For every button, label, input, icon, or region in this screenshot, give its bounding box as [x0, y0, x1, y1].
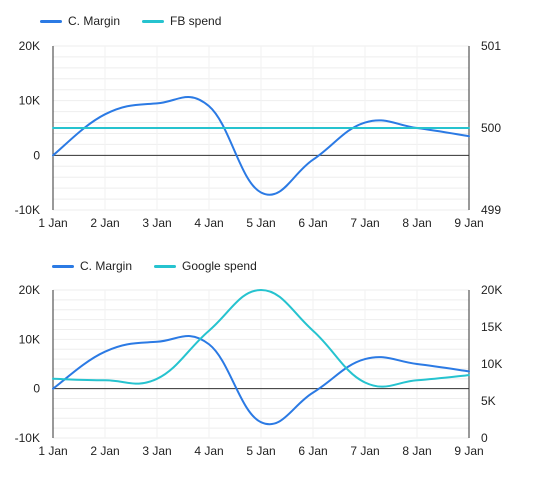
- y-tick-label-left: 20K: [19, 283, 40, 297]
- legend-label-fb-spend: FB spend: [170, 14, 222, 28]
- x-tick-label: 7 Jan: [350, 444, 379, 458]
- x-tick-label: 5 Jan: [246, 216, 275, 230]
- x-tick-label: 2 Jan: [90, 444, 119, 458]
- x-tick-label: 1 Jan: [38, 444, 67, 458]
- legend-swatch-c-margin: [52, 264, 74, 268]
- y-tick-label-left: 0: [33, 382, 40, 396]
- chart-legend: C. Margin Google spend: [52, 259, 279, 273]
- legend-item-fb-spend[interactable]: FB spend: [142, 14, 221, 28]
- legend-label-google-spend: Google spend: [182, 259, 257, 273]
- x-tick-label: 2 Jan: [90, 216, 119, 230]
- y-tick-label-left: 20K: [19, 39, 40, 53]
- y-tick-label-right: 0: [481, 431, 488, 445]
- chart-canvas-fb: 20K 10K 0 -10K 501 500 499 1 Jan 2 Jan 3 Jan 4 Jan…: [15, 39, 502, 230]
- y-tick-label-left: 10K: [19, 332, 40, 346]
- chart-legend: C. Margin FB spend: [40, 14, 243, 28]
- x-tick-label: 9 Jan: [454, 444, 483, 458]
- x-tick-label: 6 Jan: [298, 444, 327, 458]
- y-tick-label-right: 20K: [481, 283, 502, 297]
- y-tick-label-right: 5K: [481, 394, 496, 408]
- chart-panel-fb: C. Margin FB spend 20K 10K 0 -10K 501 500 499 1…: [0, 0, 534, 240]
- legend-item-google-spend[interactable]: Google spend: [154, 259, 257, 273]
- legend-swatch-c-margin: [40, 19, 62, 23]
- y-tick-label-left: 10K: [19, 94, 40, 108]
- x-tick-label: 3 Jan: [142, 444, 171, 458]
- legend-item-c-margin[interactable]: C. Margin: [52, 259, 132, 273]
- y-tick-label-right: 501: [481, 39, 501, 53]
- x-tick-label: 3 Jan: [142, 216, 171, 230]
- x-tick-label: 8 Jan: [402, 444, 431, 458]
- x-tick-label: 6 Jan: [298, 216, 327, 230]
- legend-item-c-margin[interactable]: C. Margin: [40, 14, 120, 28]
- x-tick-label: 7 Jan: [350, 216, 379, 230]
- legend-swatch-google-spend: [154, 264, 177, 268]
- series-line-c-margin[interactable]: [52, 96, 470, 196]
- x-tick-label: 4 Jan: [194, 444, 223, 458]
- x-tick-label: 5 Jan: [246, 444, 275, 458]
- y-tick-label-left: -10K: [15, 431, 40, 445]
- x-tick-label: 9 Jan: [454, 216, 483, 230]
- y-tick-label-right: 499: [481, 203, 501, 217]
- chart-panel-google: C. Margin Google spend 20K 10K 0 -10K 20K 15K…: [0, 245, 534, 485]
- chart-canvas-google: 20K 10K 0 -10K 20K 15K 10K 5K 0 1 Jan 2 Jan 3 Jan 4 …: [15, 283, 503, 458]
- legend-label-c-margin: C. Margin: [68, 14, 121, 28]
- y-tick-label-left: -10K: [15, 203, 40, 217]
- x-tick-label: 8 Jan: [402, 216, 431, 230]
- y-tick-label-left: 0: [33, 148, 40, 162]
- y-tick-label-right: 15K: [481, 320, 502, 334]
- legend-swatch-fb-spend: [142, 19, 165, 23]
- y-tick-label-right: 10K: [481, 357, 502, 371]
- x-tick-label: 1 Jan: [38, 216, 67, 230]
- series-line-google-spend[interactable]: [52, 289, 470, 388]
- y-tick-label-right: 500: [481, 121, 501, 135]
- series-line-c-margin[interactable]: [52, 335, 470, 426]
- legend-label-c-margin: C. Margin: [80, 259, 133, 273]
- x-tick-label: 4 Jan: [194, 216, 223, 230]
